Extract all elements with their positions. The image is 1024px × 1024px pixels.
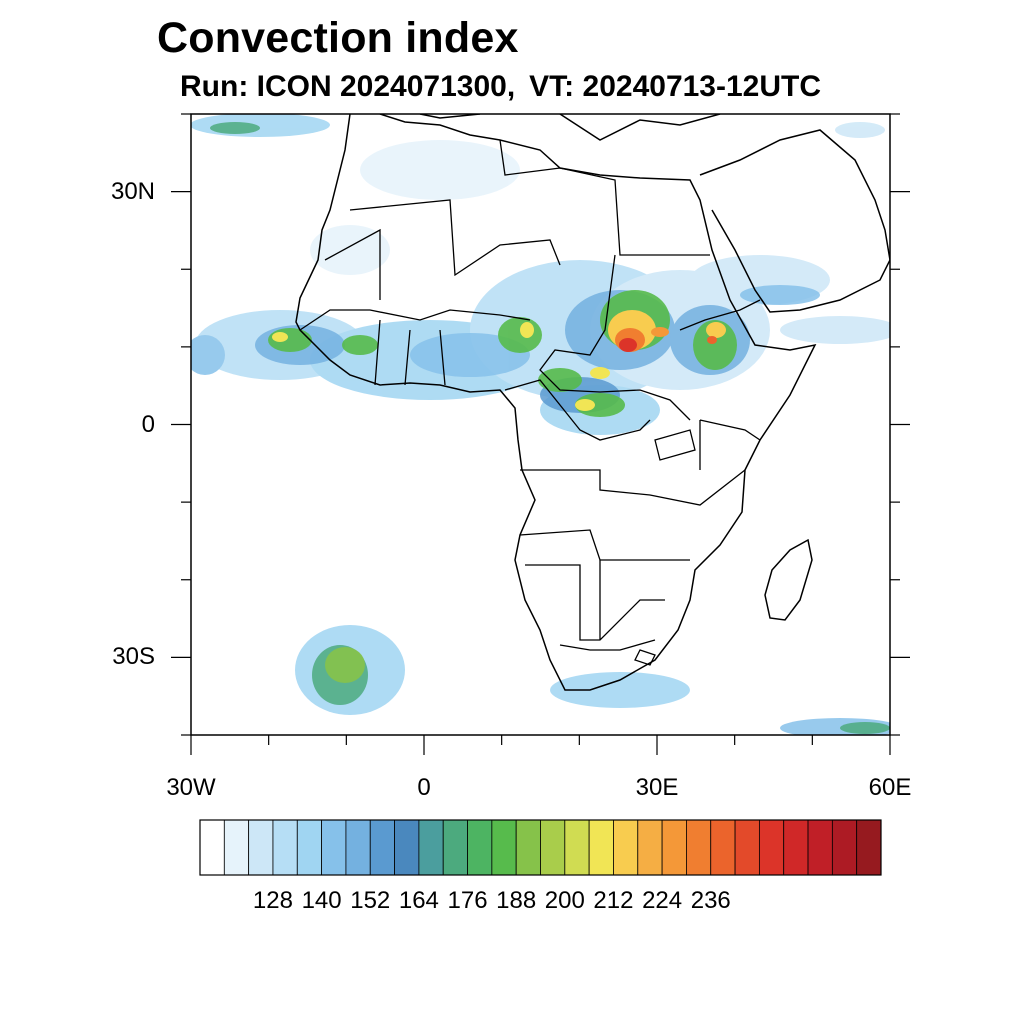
lat-tick-label: 30S [112,643,155,671]
colorbar-swatch [515,819,541,876]
colorbar-swatch [564,819,590,876]
colorbar-swatch [637,819,663,876]
lon-tick-label: 0 [417,774,431,801]
lon-tick-label: 60E [868,774,912,801]
axis-ticks [171,113,910,755]
valid-time-value: 20240713-12UTC [582,70,822,103]
run-label: Run: [180,70,249,103]
colorbar-swatch [248,819,274,876]
colorbar-swatch [686,819,712,876]
lat-tick-label: 0 [141,410,155,438]
colorbar-swatch [223,819,250,876]
lon-tick-label: 30E [635,774,679,801]
colorbar-label: 188 [496,887,537,914]
colorbar-swatch [758,819,785,876]
colorbar-swatch [199,819,225,876]
colorbar-swatch [588,819,614,876]
colorbar-swatch [296,819,323,876]
colorbar-swatch [394,819,420,876]
colorbar-frame [199,819,882,876]
colorbar-swatch [418,819,444,876]
map-title: Convection index [157,14,519,62]
country-borders [299,139,761,666]
colorbar-swatch [321,819,347,876]
colorbar-label: 224 [642,887,683,914]
convection-field [191,114,890,735]
coastlines [295,114,890,691]
colorbar-swatch [783,819,809,876]
valid-time-label: VT: [529,70,575,103]
colorbar-swatch [734,819,760,876]
run-value: ICON 2024071300, [256,70,516,103]
colorbar-swatch [369,819,395,876]
colorbar-swatch [613,819,639,876]
colorbar-swatch [467,819,493,876]
colorbar-swatch [442,819,468,876]
lon-tick-label: 30W [166,774,216,801]
colorbar-label: 128 [252,887,293,914]
map-frame [190,113,891,736]
colorbar-label: 152 [350,887,391,914]
colorbar-swatch [272,819,298,876]
colorbar-label: 164 [398,887,439,914]
map-subtitle: Run: ICON 2024071300, VT: 20240713-12UTC [180,70,821,104]
colorbar-label: 176 [447,887,488,914]
colorbar-swatch [856,819,882,876]
lat-tick-label: 30N [110,177,155,205]
colorbar-label: 200 [544,887,585,914]
colorbar-swatch [661,819,687,876]
colorbar-label: 140 [301,887,342,914]
colorbar-swatch [710,819,736,876]
colorbar [199,819,882,876]
colorbar-swatch [540,819,566,876]
colorbar-swatch [807,819,833,876]
colorbar-label: 236 [690,887,731,914]
colorbar-label: 212 [593,887,634,914]
colorbar-swatch [345,819,371,876]
colorbar-swatch [831,819,858,876]
colorbar-swatch [491,819,517,876]
